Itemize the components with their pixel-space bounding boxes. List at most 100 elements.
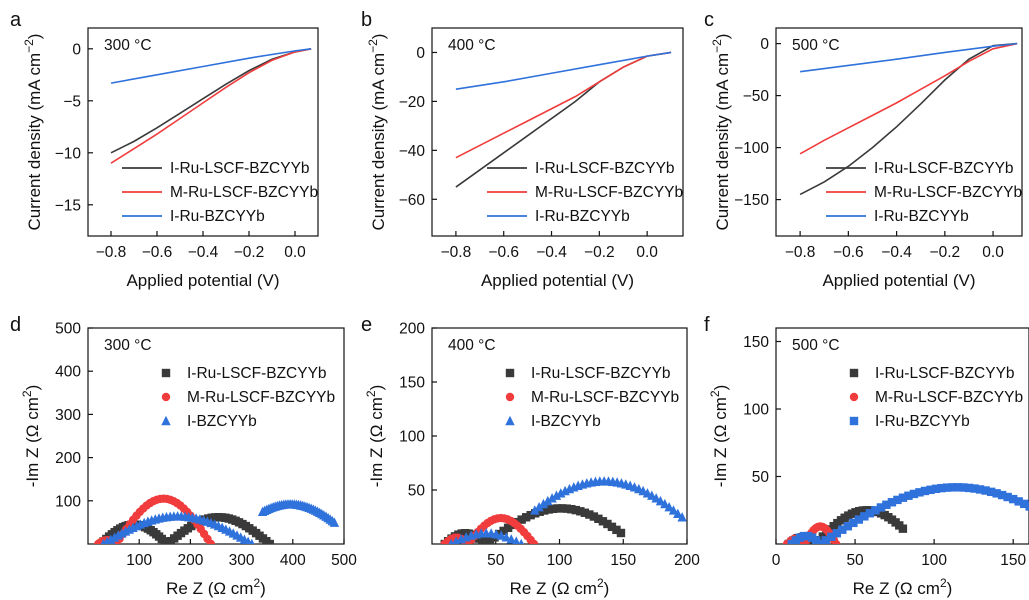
data-point <box>589 512 599 521</box>
data-point <box>206 539 216 544</box>
legend-entry: I-Ru-LSCF-BZCYYb <box>849 365 1015 382</box>
panel-label: c <box>704 9 714 31</box>
data-point <box>953 483 963 492</box>
legend-label: I-Ru-BZCYYb <box>874 208 969 225</box>
data-point <box>843 522 853 531</box>
legend-entry: M-Ru-LSCF-BZCYYb <box>505 389 679 406</box>
data-point <box>551 490 562 500</box>
legend-label: I-Ru-LSCF-BZCYYb <box>874 160 1014 177</box>
data-point <box>893 495 902 505</box>
x-tick-label: −0.6 <box>833 244 864 261</box>
plot-frame <box>775 327 1029 545</box>
data-point <box>821 536 830 544</box>
legend-swatch <box>505 368 515 378</box>
legend-swatch <box>505 415 515 426</box>
legend-label: I-Ru-LSCF-BZCYYb <box>535 160 675 177</box>
legend-label: I-Ru-LSCF-BZCYYb <box>170 160 310 177</box>
legend-entry: M-Ru-LSCF-BZCYYb <box>122 184 318 201</box>
data-point <box>931 484 941 494</box>
data-point <box>249 538 255 544</box>
y-tick-label: 200 <box>399 321 425 338</box>
x-tick-label: 500 <box>331 552 357 569</box>
panel-d: d 100 200 300 400 500 100 200 300 400 500 Re Z (Ω c… <box>10 314 357 598</box>
data-point <box>827 532 836 542</box>
data-point <box>816 539 825 544</box>
y-axis-label: -Im Z (Ω cm2) <box>708 385 730 488</box>
legend-entry: M-Ru-LSCF-BZCYYb <box>849 389 1023 406</box>
x-axis-label: Applied potential (V) <box>126 271 279 290</box>
y-tick-label: −150 <box>734 192 769 209</box>
x-tick-label: 400 <box>280 552 306 569</box>
x-tick-label: 150 <box>610 552 636 569</box>
data-point <box>915 488 924 497</box>
x-tick-label: −0.6 <box>488 244 519 261</box>
x-tick-label: −0.8 <box>96 244 127 261</box>
legend-label: M-Ru-LSCF-BZCYYb <box>170 184 318 201</box>
temperature-annotation: 500 °C <box>792 37 840 54</box>
data-point <box>1019 499 1029 509</box>
y-tick-label: 100 <box>743 402 769 419</box>
temperature-annotation: 300 °C <box>104 337 152 354</box>
data-point <box>664 501 674 512</box>
data-point <box>1014 497 1023 506</box>
x-tick-label: 0.0 <box>982 244 1004 261</box>
legend-swatch <box>505 392 515 402</box>
data-point <box>529 539 539 544</box>
series-group <box>455 51 672 188</box>
panel-e: e 50 100 150 200 50 100 150 200 Re Z (Ω cm2) -Im Z… <box>361 314 700 598</box>
x-tick-label: 200 <box>674 552 700 569</box>
x-axis-label: Applied potential (V) <box>481 271 634 290</box>
y-tick-label: 150 <box>743 334 769 351</box>
x-tick-label: −0.2 <box>234 244 265 261</box>
data-point <box>562 504 571 513</box>
legend-label: I-Ru-LSCF-BZCYYb <box>875 365 1015 382</box>
y-tick-label: 150 <box>399 375 425 392</box>
x-tick-label: 0 <box>772 552 781 569</box>
y-tick-label: −5 <box>63 93 81 110</box>
data-point <box>673 508 683 519</box>
legend-entry: I-Ru-LSCF-BZCYYb <box>161 365 327 382</box>
series-line <box>455 51 672 90</box>
plot-frame <box>87 327 345 545</box>
data-point <box>660 498 670 509</box>
data-point <box>898 524 908 533</box>
series-group <box>110 48 312 164</box>
y-tick-label: 0 <box>760 36 769 53</box>
data-point <box>547 493 557 503</box>
data-point <box>970 484 979 493</box>
legend-label: M-Ru-LSCF-BZCYYb <box>875 389 1023 406</box>
legend-swatch <box>849 416 859 426</box>
x-tick-label: −0.4 <box>536 244 567 261</box>
legend-label: I-Ru-BZCYYb <box>875 413 970 430</box>
legend-entry: M-Ru-LSCF-BZCYYb <box>826 184 1022 201</box>
data-point <box>571 505 581 515</box>
legend-label: M-Ru-LSCF-BZCYYb <box>535 184 683 201</box>
y-tick-label: −15 <box>55 197 81 214</box>
legend-entry: I-Ru-LSCF-BZCYYb <box>487 160 675 177</box>
x-tick-label: 100 <box>547 552 573 569</box>
data-point <box>329 517 340 527</box>
y-tick-label: 100 <box>399 429 425 446</box>
y-tick-label: 500 <box>55 321 81 338</box>
legend-label: I-BZCYYb <box>187 413 257 430</box>
data-point <box>992 489 1001 498</box>
x-tick-label: −0.2 <box>584 244 615 261</box>
legend-label: I-Ru-BZCYYb <box>535 208 630 225</box>
data-point <box>265 539 274 544</box>
panel-b: b −0.8 −0.6 −0.4 −0.2 0.0 0 −20 −40 −60 Applied po… <box>361 9 684 290</box>
x-tick-label: 200 <box>177 552 203 569</box>
legend-label: M-Ru-LSCF-BZCYYb <box>531 389 679 406</box>
data-point <box>668 505 679 515</box>
data-point <box>849 518 858 528</box>
legend-entry: I-Ru-BZCYYb <box>122 208 265 225</box>
legend-label: I-BZCYYb <box>531 413 601 430</box>
y-tick-label: −50 <box>743 88 770 105</box>
y-tick-label: −10 <box>55 145 82 162</box>
data-point <box>518 538 524 544</box>
x-tick-label: 100 <box>921 552 947 569</box>
data-point <box>494 529 504 539</box>
data-point <box>871 506 880 515</box>
data-point <box>838 525 847 534</box>
legend-entry: I-BZCYYb <box>505 413 601 430</box>
